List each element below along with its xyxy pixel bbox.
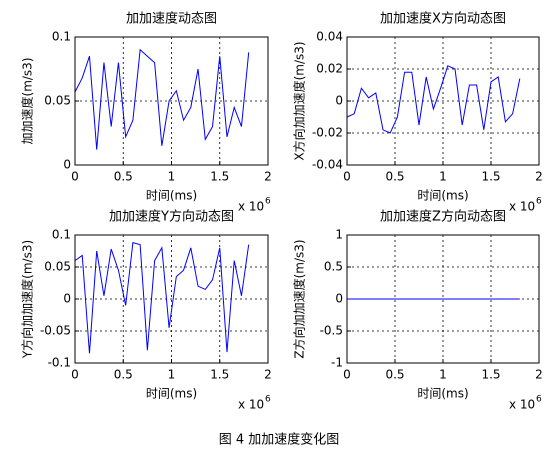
x-tick-label: 1: [168, 170, 176, 184]
x-axis-label: 时间(ms): [146, 189, 197, 203]
chart-title: 加加速度动态图: [126, 11, 217, 27]
y-tick-label: 0: [63, 292, 71, 306]
y-tick-label: 0.05: [44, 260, 71, 274]
y-tick-label: 0.1: [52, 30, 71, 44]
data-line: [74, 242, 250, 354]
x-tick-label: 2: [535, 368, 543, 382]
y-tick-label: 0.1: [52, 228, 71, 242]
y-tick-label: -0.02: [312, 126, 343, 140]
x-scale-label: x 10: [238, 200, 264, 214]
x-tick-label: 2: [535, 170, 543, 184]
y-axis-label: Z方向加加速度(m/s3): [292, 239, 307, 358]
y-axis-label: X方向加加速度(m/s3): [292, 41, 307, 160]
x-tick-label: 0.5: [114, 368, 133, 382]
chart-title: 加加速度X方向动态图: [380, 11, 506, 27]
y-tick-label: 0: [335, 94, 343, 108]
x-tick-label: 1: [439, 368, 447, 382]
x-tick-label: 1: [168, 368, 176, 382]
y-tick-label: -1: [331, 356, 343, 370]
x-scale-exponent: 6: [265, 395, 271, 405]
x-axis-label: 时间(ms): [146, 387, 197, 401]
y-axis-label: 加加速度(m/s3): [20, 58, 35, 145]
y-tick-label: 0: [335, 292, 343, 306]
y-tick-label: -0.5: [320, 324, 343, 338]
x-tick-label: 0: [71, 368, 79, 382]
y-tick-label: 1: [335, 228, 343, 242]
plot-border: [346, 36, 540, 166]
x-tick-label: 1: [439, 170, 447, 184]
x-tick-label: 1.5: [210, 170, 229, 184]
plot-border: [346, 234, 540, 364]
x-axis-label: 时间(ms): [417, 189, 468, 203]
y-tick-label: -0.04: [312, 158, 343, 172]
y-tick-label: 0.05: [44, 94, 71, 108]
plot-border: [74, 234, 269, 364]
x-tick-label: 0: [343, 170, 351, 184]
x-tick-label: 2: [264, 368, 272, 382]
plot-border: [74, 36, 269, 166]
x-scale-exponent: 6: [265, 197, 271, 207]
y-tick-label: 0: [63, 158, 71, 172]
data-line: [346, 65, 521, 134]
x-tick-label: 0.5: [385, 170, 404, 184]
x-tick-label: 1.5: [481, 368, 500, 382]
y-tick-label: 0.04: [316, 30, 343, 44]
x-tick-label: 2: [264, 170, 272, 184]
x-scale-label: x 10: [509, 200, 535, 214]
y-tick-label: -0.05: [40, 324, 71, 338]
data-line: [74, 48, 250, 150]
x-scale-exponent: 6: [536, 197, 542, 207]
y-tick-label: -0.1: [48, 356, 71, 370]
chart-title: 加加速度Y方向动态图: [109, 209, 234, 225]
x-axis-label: 时间(ms): [417, 387, 468, 401]
x-tick-label: 1.5: [210, 368, 229, 382]
x-tick-label: 0: [71, 170, 79, 184]
x-scale-label: x 10: [238, 398, 264, 412]
x-tick-label: 0.5: [385, 368, 404, 382]
x-scale-exponent: 6: [536, 395, 542, 405]
y-tick-label: 0.5: [324, 260, 343, 274]
x-scale-label: x 10: [509, 398, 535, 412]
x-tick-label: 0.5: [114, 170, 133, 184]
figure-caption: 图 4 加加速度变化图: [219, 432, 340, 448]
chart-title: 加加速度Z方向动态图: [380, 209, 506, 225]
y-tick-label: 0.02: [316, 62, 343, 76]
x-tick-label: 1.5: [481, 170, 500, 184]
y-axis-label: Y方向加加速度(m/s3): [20, 240, 35, 359]
x-tick-label: 0: [343, 368, 351, 382]
